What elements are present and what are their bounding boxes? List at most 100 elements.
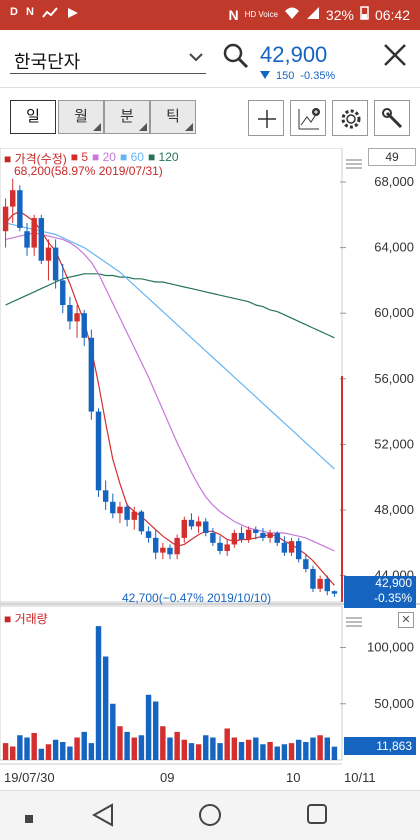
candle [317, 578, 323, 589]
price-tick-label: 68,000 [374, 174, 414, 189]
tab-daily[interactable]: 일 [10, 100, 56, 134]
volume-bar [138, 735, 145, 760]
volume-bar [317, 735, 323, 760]
candle [224, 544, 230, 551]
candle [260, 532, 266, 538]
settings-button[interactable] [332, 100, 368, 136]
volume-close-button[interactable]: ✕ [398, 612, 414, 628]
period-count-input[interactable]: 49 [368, 148, 416, 166]
candle [331, 591, 338, 594]
x-tick-label: 10 [286, 770, 300, 785]
volume-bar [331, 746, 338, 760]
stock-name: 한국단자 [14, 52, 81, 72]
tools-button[interactable] [374, 100, 410, 136]
change-amount: 150 [276, 70, 295, 82]
volume-bar [203, 735, 209, 760]
chart-legend: ■ 가격(수정) ■ 5 ■ 20 ■ 60 ■ 120 [4, 150, 179, 167]
volume-bar [88, 743, 95, 760]
candle [160, 547, 166, 553]
volume-bar [231, 737, 238, 760]
candle [303, 559, 309, 570]
wifi-icon [284, 6, 300, 23]
volume-bar [24, 737, 30, 760]
battery-level: 32% [325, 6, 354, 23]
volume-bar [81, 731, 87, 760]
tab-tick[interactable]: 틱 [150, 100, 196, 134]
high-annotation: 68,200(58.97% 2019/07/31) [14, 164, 163, 178]
volume-bar [167, 737, 173, 760]
price-tick-label: 48,000 [374, 502, 414, 517]
home-icon[interactable] [198, 803, 222, 832]
volume-bar [131, 737, 137, 760]
battery-icon [360, 6, 369, 23]
candle [2, 206, 9, 232]
volume-bar [67, 746, 73, 760]
volume-bar [217, 743, 223, 760]
candle [88, 337, 95, 412]
low-annotation: 42,700(−0.47% 2019/10/10) [122, 591, 272, 605]
price-tick-label: 60,000 [374, 305, 414, 320]
volume-bar [181, 739, 188, 760]
volume-bar [253, 737, 259, 760]
current-price: 42,900 [260, 42, 328, 67]
price-chart[interactable]: 68,00064,00060,00056,00052,00048,00044,0… [0, 148, 420, 790]
overview-icon[interactable] [306, 803, 328, 830]
volume-bar [324, 737, 330, 760]
candle [253, 529, 259, 533]
volume-bar [117, 726, 123, 760]
candle [267, 532, 273, 538]
change-percent: -0.35% [300, 70, 336, 82]
down-arrow-icon [260, 70, 270, 83]
volume-bar [45, 744, 52, 760]
volume-bar [52, 739, 59, 760]
chevron-down-icon [188, 50, 204, 69]
candle [74, 313, 80, 322]
candle [145, 531, 152, 538]
back-icon[interactable] [91, 803, 114, 832]
candle [245, 529, 252, 540]
volume-bar [174, 731, 180, 760]
volume-bar [102, 656, 109, 760]
recent-apps-icon[interactable] [24, 811, 34, 829]
ma60-line [5, 222, 335, 470]
stock-selector[interactable]: 한국단자 [10, 44, 206, 74]
tab-minute[interactable]: 분 [104, 100, 150, 134]
candle [102, 490, 109, 502]
volume-bar [245, 739, 252, 760]
candle [60, 280, 66, 305]
ma120-line [5, 273, 335, 339]
candle [195, 521, 202, 527]
candle [274, 532, 280, 543]
price-tick-label: 56,000 [374, 371, 414, 386]
price-change: 150 -0.35% [260, 70, 335, 83]
close-icon[interactable] [382, 42, 408, 73]
gear-icon [341, 109, 361, 129]
candle [281, 542, 288, 553]
legend-price: ■ 가격(수정) [4, 152, 67, 166]
volume-bar [124, 731, 130, 760]
volume-tag: 11,863 [344, 737, 416, 755]
volume-tick-label: 50,000 [374, 696, 414, 711]
volume-bar [152, 701, 159, 760]
current-price-tag-pct: -0.35% [373, 591, 412, 605]
volume-bar [10, 746, 16, 760]
volume-bar [110, 703, 116, 760]
volume-bar [238, 742, 245, 760]
volume-bar [303, 742, 309, 760]
x-tick-label: 10/11 [344, 770, 376, 785]
volume-bar [210, 737, 216, 760]
volume-label: ■ 거래량 [4, 612, 48, 626]
candle [31, 218, 37, 248]
crosshair-button[interactable] [248, 100, 284, 136]
volume-bar [267, 742, 273, 760]
tab-monthly[interactable]: 월 [58, 100, 104, 134]
search-icon[interactable] [222, 42, 250, 75]
legend-ma20: ■ 20 [92, 150, 116, 164]
x-tick-label: 19/07/30 [4, 770, 55, 785]
volume-bar [281, 744, 288, 760]
volume-tick-label: 100,000 [367, 640, 414, 655]
add-indicator-button[interactable] [290, 100, 326, 136]
current-price-tag-value: 42,900 [375, 576, 412, 590]
volume-bar [74, 737, 80, 760]
candle [238, 532, 245, 540]
